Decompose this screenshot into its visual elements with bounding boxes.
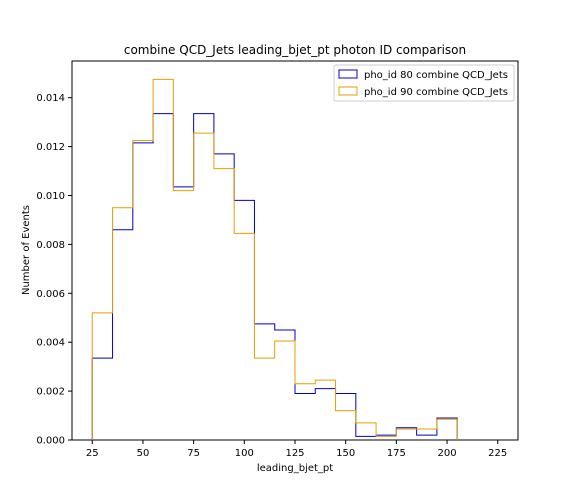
x-tick-label: 225 xyxy=(488,448,507,459)
x-tick-label: 50 xyxy=(137,448,150,459)
plot-area: 25 50 75 100 125 150 175 200 225 0.000 0.002 0.004… xyxy=(36,60,519,459)
x-axis-ticks: 25 50 75 100 125 150 175 200 225 xyxy=(86,440,507,459)
legend-box xyxy=(333,64,515,102)
y-tick-label: 0.006 xyxy=(36,289,65,300)
legend: pho_id 80 combine QCD_Jets pho_id 90 com… xyxy=(333,64,515,102)
y-tick-label: 0.014 xyxy=(36,93,65,104)
x-tick-label: 75 xyxy=(187,448,200,459)
series-group xyxy=(91,78,458,440)
x-tick-label: 175 xyxy=(387,448,406,459)
series-step-line-pho-id-90 xyxy=(91,78,458,440)
x-tick-label: 100 xyxy=(235,448,254,459)
x-tick-label: 125 xyxy=(285,448,304,459)
legend-label-pho-id-90: pho_id 90 combine QCD_Jets xyxy=(364,87,508,98)
chart-title: combine QCD_Jets leading_bjet_pt photon … xyxy=(124,43,466,57)
y-axis-ticks: 0.000 0.002 0.004 0.006 0.008 0.010 0.012 0.014 xyxy=(36,93,72,447)
y-tick-label: 0.012 xyxy=(36,142,65,153)
legend-swatch-pho-id-80 xyxy=(338,69,358,79)
y-tick-label: 0.000 xyxy=(36,436,65,447)
x-axis-label: leading_bjet_pt xyxy=(257,463,333,474)
x-tick-label: 25 xyxy=(86,448,99,459)
y-tick-label: 0.008 xyxy=(36,240,65,251)
x-tick-label: 150 xyxy=(336,448,355,459)
legend-swatch-pho-id-90 xyxy=(338,86,358,96)
y-tick-label: 0.004 xyxy=(36,338,65,349)
y-tick-label: 0.002 xyxy=(36,387,65,398)
x-tick-label: 200 xyxy=(437,448,456,459)
legend-label-pho-id-80: pho_id 80 combine QCD_Jets xyxy=(364,70,508,81)
y-axis-label: Number of Events xyxy=(21,205,32,295)
y-tick-label: 0.010 xyxy=(36,191,65,202)
